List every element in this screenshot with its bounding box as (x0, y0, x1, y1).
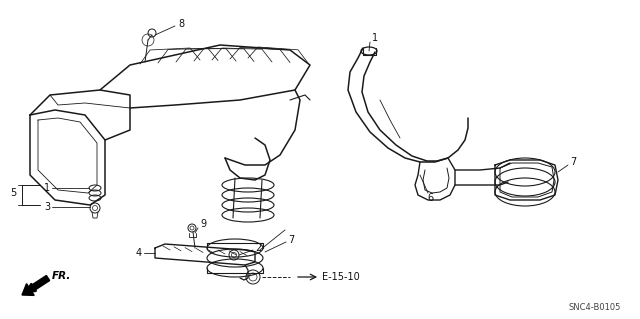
Text: 8: 8 (178, 19, 184, 29)
Text: 4: 4 (136, 248, 142, 258)
Text: 3: 3 (44, 202, 50, 212)
Text: 9: 9 (200, 219, 206, 229)
Text: 7: 7 (570, 157, 576, 167)
Text: 6: 6 (427, 193, 433, 203)
Text: 2: 2 (255, 243, 261, 253)
Text: 1: 1 (372, 33, 378, 43)
Text: FR.: FR. (52, 271, 72, 281)
Text: 1: 1 (44, 183, 50, 193)
Text: SNC4-B0105: SNC4-B0105 (569, 303, 621, 313)
Text: 7: 7 (288, 235, 294, 245)
Text: 5: 5 (10, 188, 16, 198)
Text: E-15-10: E-15-10 (322, 272, 360, 282)
FancyArrow shape (22, 276, 50, 295)
